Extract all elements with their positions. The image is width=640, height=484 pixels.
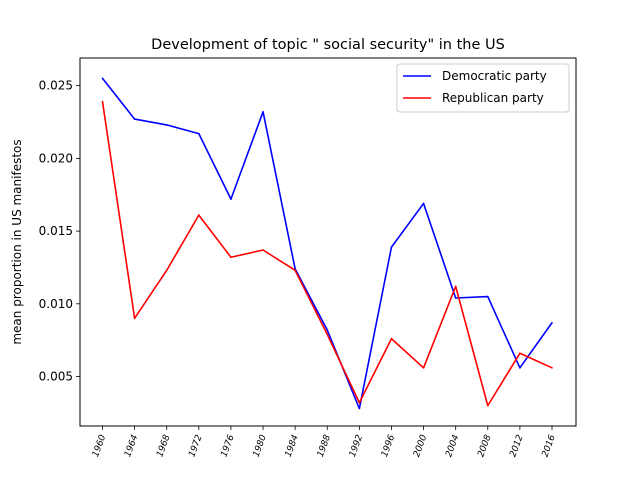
- data-point: [101, 100, 104, 103]
- data-point: [198, 214, 200, 216]
- data-point: [422, 202, 425, 205]
- data-point: [358, 401, 361, 404]
- data-point: [165, 124, 168, 126]
- data-point: [294, 269, 296, 272]
- data-point: [165, 269, 168, 272]
- legend-label-0: Democratic party: [442, 69, 547, 83]
- data-point: [262, 111, 264, 113]
- data-point: [551, 321, 553, 324]
- y-tick-label: 0.020: [39, 151, 73, 165]
- y-tick-label: 0.005: [39, 370, 73, 384]
- data-point: [326, 329, 329, 331]
- data-point: [390, 337, 393, 340]
- data-point: [454, 297, 457, 299]
- axes-frame: [79, 57, 577, 427]
- data-point: [198, 132, 200, 135]
- data-point: [422, 367, 425, 369]
- data-point: [551, 367, 553, 369]
- data-point: [358, 407, 361, 410]
- data-point: [262, 249, 264, 251]
- legend: Democratic party Republican party: [396, 63, 570, 113]
- legend-label-1: Republican party: [442, 91, 544, 105]
- y-tick-label: 0.015: [39, 224, 73, 238]
- data-point: [230, 198, 232, 200]
- data-point: [390, 246, 393, 248]
- plot-area: 1960 1964 1968 1972 1976 1980 1984 1988 1992 1996…: [39, 57, 577, 459]
- y-tick-label: 0.010: [39, 297, 73, 311]
- legend-box: [396, 63, 570, 113]
- data-point: [326, 333, 329, 336]
- data-point: [101, 77, 104, 80]
- data-point: [486, 295, 489, 298]
- data-point: [230, 256, 232, 259]
- data-point: [133, 118, 136, 120]
- data-point: [486, 404, 489, 407]
- data-point: [519, 367, 521, 369]
- data-point: [133, 317, 136, 320]
- y-axis-label: mean proportion in US manifestos: [10, 139, 24, 344]
- data-point: [519, 352, 521, 355]
- y-tick-label: 0.025: [39, 79, 73, 93]
- data-point: [454, 285, 457, 288]
- chart-title: Development of topic " social security" …: [151, 37, 505, 53]
